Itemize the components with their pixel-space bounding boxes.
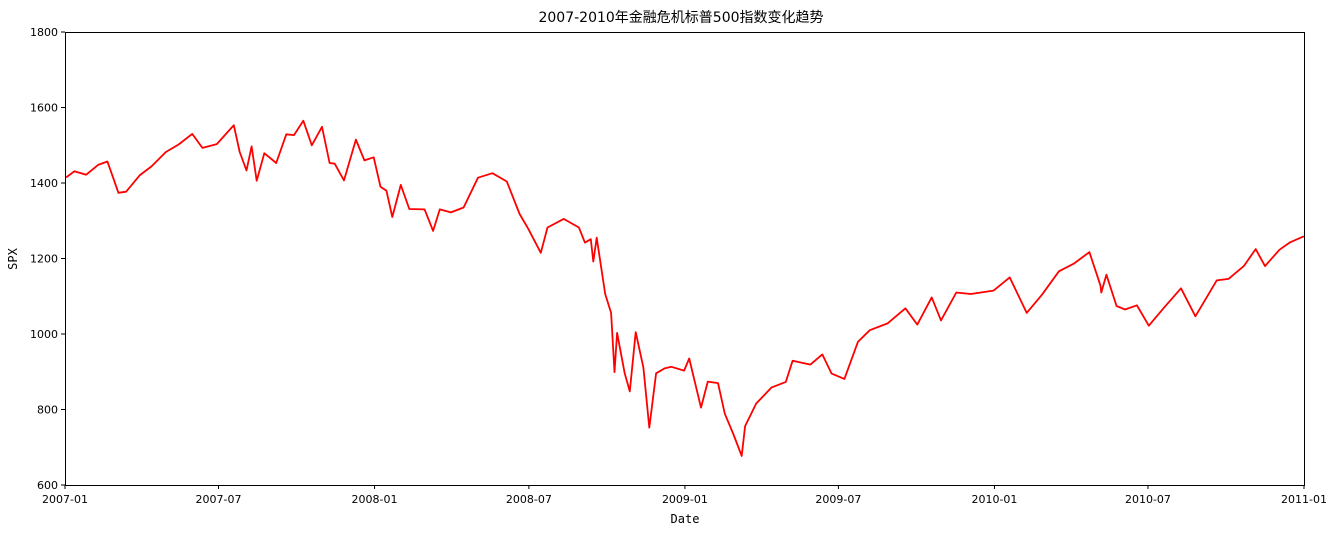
- x-tick-label: 2008-07: [506, 493, 552, 506]
- x-tick-label: 2010-07: [1125, 493, 1171, 506]
- x-tick-label: 2009-07: [815, 493, 861, 506]
- y-tick-label: 800: [37, 404, 58, 417]
- y-axis-label: SPX: [6, 247, 20, 269]
- chart-title: 2007-2010年金融危机标普500指数变化趋势: [538, 10, 823, 26]
- x-tick-label: 2007-07: [196, 493, 242, 506]
- x-tick-label: 2009-01: [662, 493, 708, 506]
- y-tick-label: 1200: [30, 253, 58, 266]
- y-tick-label: 1600: [30, 102, 58, 115]
- y-tick-label: 1400: [30, 177, 58, 190]
- x-tick-label: 2011-01: [1281, 493, 1327, 506]
- plot-frame: [65, 32, 1305, 486]
- x-tick-label: 2007-01: [42, 493, 88, 506]
- x-axis-label: Date: [671, 512, 700, 526]
- x-axis: 2007-01 2007-07 2008-01 2008-07 2009-01 2009-…: [42, 485, 1327, 506]
- series-line-0: [65, 119, 1305, 457]
- x-tick-label: 2010-01: [971, 493, 1017, 506]
- y-tick-label: 1800: [30, 26, 58, 39]
- y-tick-label: 600: [37, 479, 58, 492]
- x-tick-label: 2008-01: [352, 493, 398, 506]
- y-axis: 600 800 1000 1200 1400 1600 1800: [30, 26, 65, 492]
- y-tick-label: 1000: [30, 328, 58, 341]
- plot-area: [65, 119, 1305, 457]
